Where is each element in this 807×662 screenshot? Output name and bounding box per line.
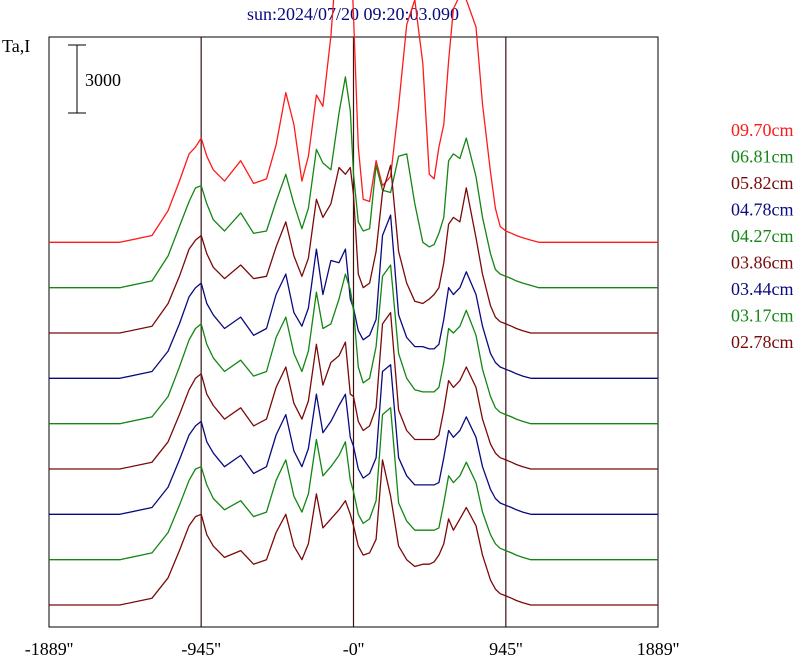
series-line-2 bbox=[49, 164, 658, 334]
series-line-1 bbox=[49, 76, 658, 289]
y-axis-label: Ta,I bbox=[2, 36, 30, 56]
legend-entry-1: 06.81cm bbox=[731, 147, 794, 167]
scale-bar-label: 3000 bbox=[85, 70, 121, 90]
legend-entry-4: 04.27cm bbox=[731, 226, 794, 246]
legend-entry-7: 03.17cm bbox=[731, 306, 794, 326]
legend-entry-0: 09.70cm bbox=[731, 120, 794, 140]
scale-bar: 3000 bbox=[68, 44, 121, 114]
series-line-8 bbox=[49, 459, 658, 606]
series-line-6 bbox=[49, 364, 658, 515]
series-line-7 bbox=[49, 407, 658, 561]
series-line-0 bbox=[49, 0, 658, 243]
x-tick-label-0: -1889'' bbox=[25, 639, 73, 659]
series-line-3 bbox=[49, 214, 658, 379]
x-tick-labels: -1889'' -945'' -0'' 945'' 1889'' bbox=[25, 639, 679, 659]
legend: 09.70cm 06.81cm 05.82cm 04.78cm 04.27cm 03.86… bbox=[731, 120, 794, 352]
legend-entry-5: 03.86cm bbox=[731, 253, 794, 273]
x-tick-label-3: 945'' bbox=[489, 639, 523, 659]
vertical-markers bbox=[200, 37, 507, 627]
series-layer bbox=[49, 0, 658, 606]
x-tick-label-2: -0'' bbox=[343, 639, 364, 659]
legend-entry-3: 04.78cm bbox=[731, 200, 794, 220]
x-tick-label-4: 1889'' bbox=[637, 639, 680, 659]
legend-entry-6: 03.44cm bbox=[731, 279, 794, 299]
series-line-4 bbox=[49, 264, 658, 425]
series-line-5 bbox=[49, 311, 658, 470]
legend-entry-2: 05.82cm bbox=[731, 173, 794, 193]
x-tick-label-1: -945'' bbox=[181, 639, 220, 659]
legend-entry-8: 02.78cm bbox=[731, 332, 794, 352]
